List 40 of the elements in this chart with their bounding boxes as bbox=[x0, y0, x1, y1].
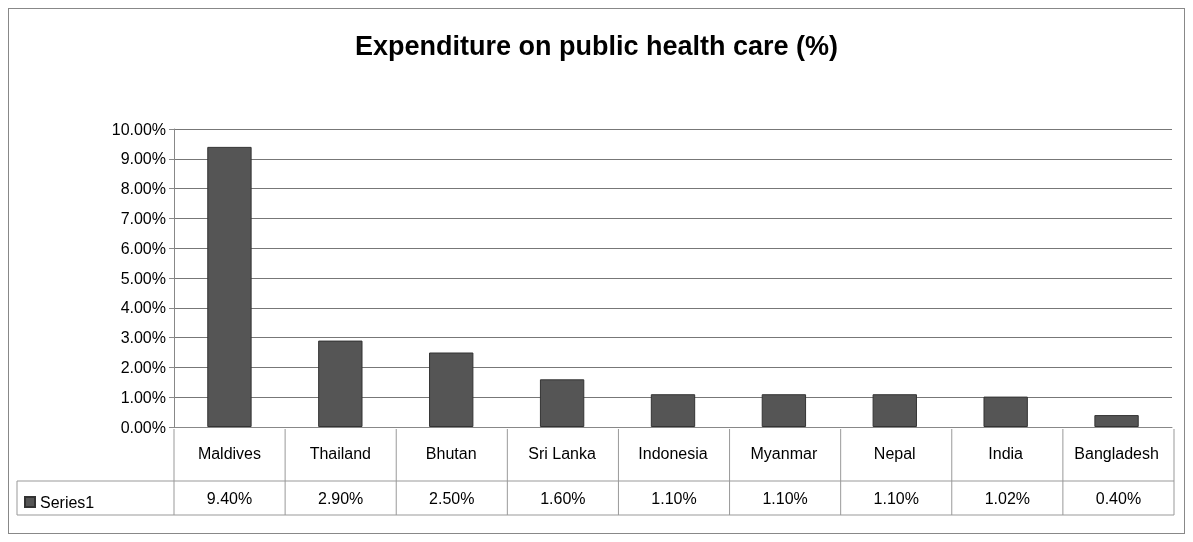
y-tick-label: 2.00% bbox=[120, 358, 166, 376]
bar bbox=[872, 394, 917, 427]
data-label: 1.10% bbox=[873, 489, 919, 507]
bar bbox=[318, 340, 363, 427]
x-tick-label: Sri Lanka bbox=[528, 444, 597, 462]
chart-title: Expenditure on public health care (%) bbox=[354, 30, 839, 61]
data-label: 2.90% bbox=[317, 489, 364, 507]
x-tick-label: Bhutan bbox=[425, 444, 477, 462]
legend-label: Series1 bbox=[40, 493, 95, 511]
x-tick-label: Nepal bbox=[873, 444, 916, 462]
y-tick-label: 0.00% bbox=[120, 418, 166, 436]
x-tick-label: Indonesia bbox=[638, 444, 708, 462]
data-label: 1.60% bbox=[540, 489, 586, 507]
bar bbox=[429, 352, 474, 427]
y-tick-label: 8.00% bbox=[120, 180, 166, 198]
data-label: 1.10% bbox=[651, 489, 697, 507]
data-label: 9.40% bbox=[206, 489, 253, 507]
y-tick-label: 9.00% bbox=[120, 150, 166, 168]
bar bbox=[650, 394, 696, 427]
y-tick-label: 7.00% bbox=[120, 209, 166, 227]
bar bbox=[207, 146, 252, 427]
data-label: 1.02% bbox=[984, 489, 1031, 507]
y-tick-label: 1.00% bbox=[120, 388, 166, 406]
x-tick-label: Bangladesh bbox=[1074, 444, 1159, 462]
x-tick-label: Thailand bbox=[309, 444, 372, 462]
bar bbox=[983, 396, 1028, 427]
bar bbox=[1094, 415, 1139, 427]
bar bbox=[761, 394, 807, 427]
y-tick-label: 10.00% bbox=[111, 120, 166, 138]
y-tick-label: 5.00% bbox=[120, 269, 166, 287]
y-tick-label: 3.00% bbox=[120, 329, 166, 347]
data-label: 1.10% bbox=[762, 489, 808, 507]
data-label: 0.40% bbox=[1095, 489, 1142, 507]
bar bbox=[539, 379, 585, 427]
x-tick-label: Myanmar bbox=[750, 444, 818, 462]
y-tick-label: 6.00% bbox=[120, 239, 166, 257]
y-tick-label: 4.00% bbox=[120, 299, 166, 317]
x-tick-label: India bbox=[988, 444, 1024, 462]
data-label: 2.50% bbox=[429, 489, 475, 507]
x-tick-label: Maldives bbox=[197, 444, 262, 462]
